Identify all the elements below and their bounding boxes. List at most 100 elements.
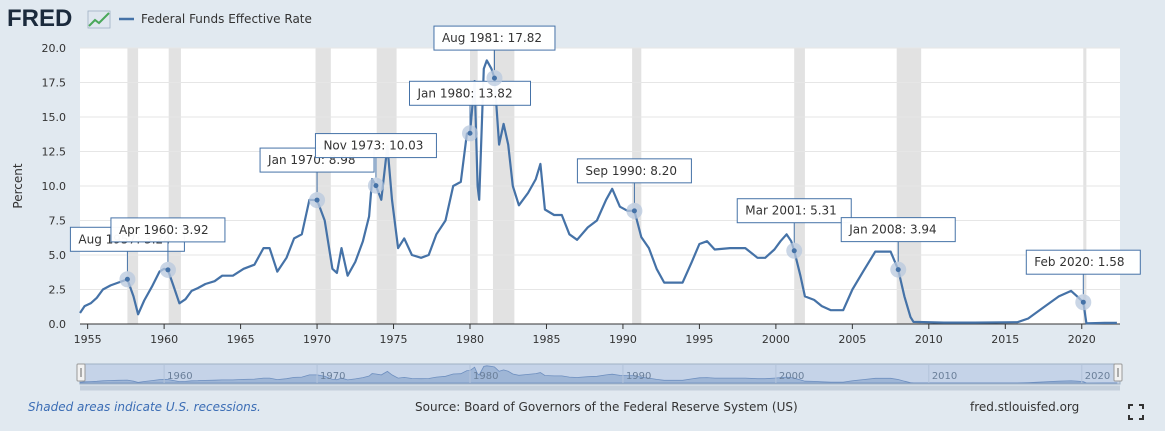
data-point [791,248,797,254]
annotation-separator: : [381,139,389,153]
data-point [631,208,637,214]
annotation-box [110,217,226,243]
y-tick-label: 2.5 [49,284,67,297]
annotation: Jan 1980: 13.82 [409,80,531,142]
annotation-value: 1.58 [1098,255,1125,269]
x-tick-label: 1960 [150,333,178,346]
x-tick-label: 1955 [74,333,102,346]
y-tick-label: 5.0 [49,249,67,262]
x-tick-label: 2010 [915,333,943,346]
x-tick-label: 1985 [532,333,560,346]
series-line [79,59,1117,325]
annotation-date: Aug 1981 [442,31,500,45]
annotation-box [576,158,692,184]
fullscreen-icon[interactable] [1128,404,1144,420]
x-tick-label: 1975 [380,333,408,346]
annotation-date: Sep 1990 [585,164,642,178]
annotation-value: 3.94 [910,223,937,237]
data-point [467,130,473,136]
annotation-date: Jan 1970 [267,153,321,167]
annotation: Apr 1960: 3.92 [110,217,226,278]
site-link[interactable]: fred.stlouisfed.org [970,400,1080,414]
annotation-date: Jan 1980 [417,86,471,100]
source-note: Source: Board of Governors of the Federa… [415,400,798,414]
navigator-right-handle[interactable] [1113,363,1123,382]
navigator-tick-label: 1960 [167,371,192,382]
y-axis-ticks: 0.0 2.5 5.0 7.5 10.0 12.5 15.0 17.5 20.0 [42,42,67,331]
y-tick-label: 15.0 [42,111,67,124]
annotation-date: Mar 2001 [745,204,802,218]
data-point [373,183,379,189]
y-tick-label: 0.0 [49,318,67,331]
x-tick-label: 1995 [685,333,713,346]
annotation-text: Mar 2001: 5.31 [745,204,837,218]
x-tick-label: 2005 [838,333,866,346]
data-point [165,267,171,273]
legend-label: Federal Funds Effective Rate [141,12,312,26]
annotation-separator: : [902,223,910,237]
data-point [491,75,497,81]
data-point [124,276,130,282]
annotation-value: 8.20 [650,164,677,178]
y-tick-label: 10.0 [42,180,67,193]
annotation-value: 17.82 [508,31,542,45]
navigator-tick-label: 2020 [1085,371,1110,382]
annotation: Mar 2001: 5.31 [736,198,852,259]
x-tick-label: 2015 [991,333,1019,346]
annotation-separator: : [174,223,182,237]
logo-graph-icon [87,10,111,29]
annotation-date: Nov 1973 [323,139,381,153]
annotation-text: Sep 1990: 8.20 [585,164,677,178]
annotation: Sep 1990: 8.20 [576,158,692,219]
annotation-separator: : [1090,255,1098,269]
annotation-date: Jan 2008 [848,223,902,237]
navigator-tick-label: 2000 [779,371,804,382]
annotation-box [1025,249,1141,275]
x-tick-label: 2020 [1068,333,1096,346]
annotation: Jan 2008: 3.94 [840,217,956,278]
data-point [314,197,320,203]
y-axis-title: Percent [11,163,25,208]
navigator-left-handle[interactable] [76,363,86,382]
navigator-series [79,365,1118,384]
annotation-text: Apr 1960: 3.92 [119,223,209,237]
annotation-text: Jan 2008: 3.94 [848,223,936,237]
annotation: Feb 2020: 1.58 [1025,249,1141,311]
navigator-tick-label: 1990 [626,371,651,382]
data-point [1080,299,1086,305]
x-tick-label: 1990 [609,333,637,346]
x-tick-label: 1970 [303,333,331,346]
x-tick-label: 1965 [227,333,255,346]
navigator-tick-label: 1980 [473,371,498,382]
annotation-separator: : [470,86,478,100]
x-axis-ticks: 1955 1960 1965 1970 1975 1980 1985 1990 1995 2000… [74,324,1096,346]
annotation-box [840,217,956,243]
y-tick-label: 17.5 [42,77,67,90]
annotation-text: Jan 1980: 13.82 [417,86,513,100]
y-tick-label: 7.5 [49,215,67,228]
annotation-box [736,198,852,224]
annotation-date: Apr 1960 [119,223,174,237]
data-point [895,267,901,273]
annotation-box [433,25,556,51]
navigator-tick-label: 1970 [320,371,345,382]
annotation: Nov 1973: 10.03 [314,133,437,194]
grid-lines [80,47,1120,325]
annotation-separator: : [500,31,508,45]
recession-note: Shaded areas indicate U.S. recessions. [28,400,261,414]
annotation-box [409,80,531,106]
annotation-text: Feb 2020: 1.58 [1034,255,1124,269]
x-tick-label: 1980 [456,333,484,346]
annotation-text: Aug 1981: 17.82 [442,31,542,45]
fred-logo[interactable]: FRED [7,5,111,32]
annotation-text: Nov 1973: 10.03 [323,139,423,153]
annotation: Aug 1981: 17.82 [433,25,556,87]
annotation-value: 10.03 [389,139,423,153]
annotation-separator: : [321,153,329,167]
y-tick-label: 12.5 [42,146,67,159]
annotation-value: 13.82 [478,86,512,100]
x-tick-label: 2000 [762,333,790,346]
logo-text: FRED [7,5,72,32]
